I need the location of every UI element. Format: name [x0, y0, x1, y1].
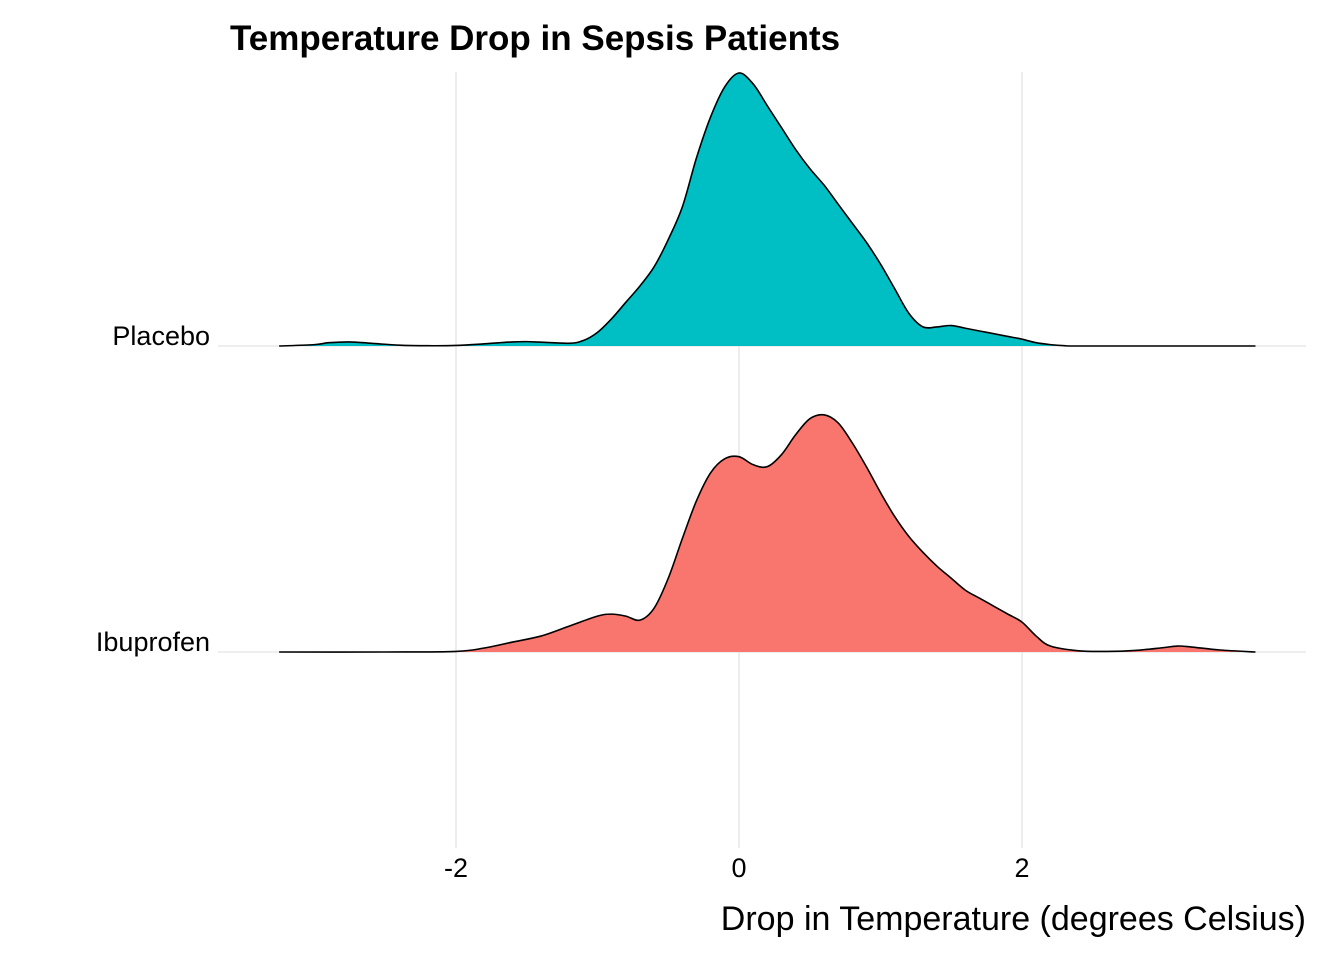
x-tick-label-2: 2 — [1014, 853, 1029, 883]
category-label-ibuprofen: Ibuprofen — [96, 627, 210, 657]
chart-title: Temperature Drop in Sepsis Patients — [230, 19, 840, 58]
density-area-ibuprofen — [279, 414, 1256, 653]
x-tick-label-0: 0 — [731, 853, 746, 883]
x-axis-ticks: -2 0 2 — [444, 853, 1030, 883]
category-labels: Placebo Ibuprofen — [96, 321, 210, 657]
density-outline-placebo — [279, 72, 1256, 347]
x-axis-title: Drop in Temperature (degrees Celsius) — [721, 900, 1306, 938]
density-outline-ibuprofen — [279, 413, 1256, 653]
x-tick-label--2: -2 — [444, 853, 468, 883]
density-area-placebo — [279, 72, 1256, 347]
density-ridges — [279, 72, 1256, 653]
category-label-placebo: Placebo — [112, 321, 210, 351]
